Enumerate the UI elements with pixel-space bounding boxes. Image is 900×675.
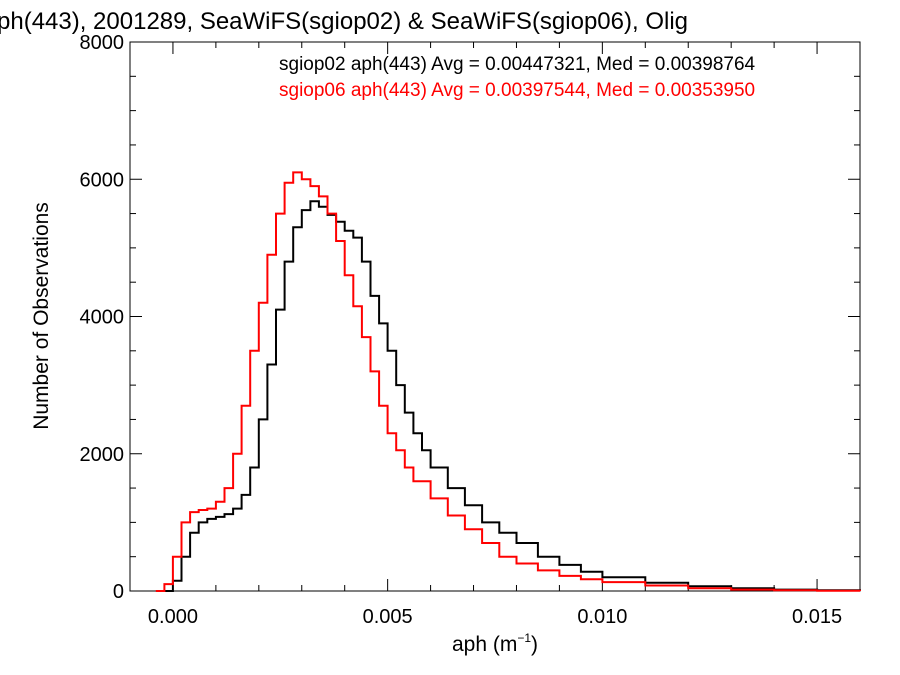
y-tick-label: 8000 [80,32,125,54]
axis-tick-labels: 0.000 0.005 0.010 0.015 0 2000 4000 6000 8000 [80,32,843,628]
x-axis-label-main: aph (m [452,633,517,656]
y-axis-label: Number of Observations [30,202,53,430]
x-tick-label: 0.015 [792,606,842,628]
x-axis-label: aph (m−1) [452,631,538,656]
x-tick-label: 0.005 [363,606,413,628]
series-lines [155,171,861,592]
legend-entry-sgiop02: sgiop02 aph(443) Avg = 0.00447321, Med =… [279,54,756,75]
y-tick-label: 6000 [80,169,125,191]
x-axis-label-end: ) [531,633,538,656]
x-tick-label: 0.010 [577,606,627,628]
y-tick-label: 4000 [80,307,125,329]
x-tick-label: 0.000 [148,606,198,628]
legend: sgiop02 aph(443) Avg = 0.00447321, Med =… [279,54,756,101]
series-line-sgiop06 [155,171,861,592]
y-tick-label: 0 [113,581,124,603]
series-line-sgiop02 [164,200,861,592]
legend-entry-sgiop06: sgiop06 aph(443) Avg = 0.00397544, Med =… [279,80,755,101]
chart-title: ph(443), 2001289, SeaWiFS(sgiop02) & Sea… [0,8,688,35]
x-axis-label-superscript: −1 [517,631,531,645]
y-tick-label: 2000 [80,444,125,466]
